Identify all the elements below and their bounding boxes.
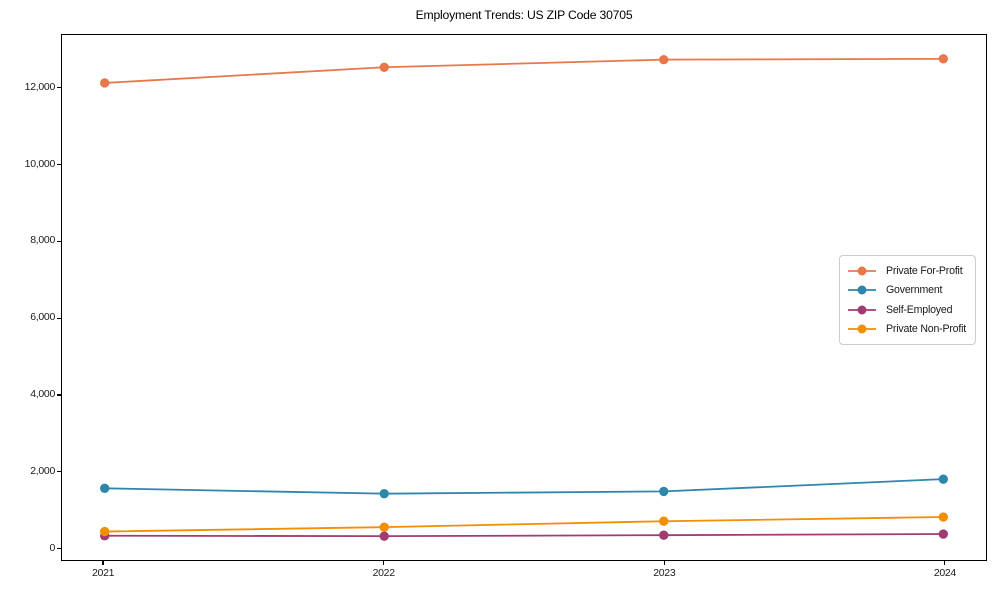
x-tick-mark	[663, 561, 665, 565]
data-point-marker	[659, 54, 669, 65]
x-tick-label: 2023	[653, 567, 676, 579]
legend-item-label: Private For-Profit	[886, 264, 963, 277]
y-tick-mark	[57, 164, 61, 166]
data-point-marker	[100, 483, 110, 494]
y-tick-mark	[57, 394, 61, 396]
data-point-marker	[379, 522, 389, 532]
y-tick-mark	[57, 240, 61, 243]
y-tick-label: 2,000	[30, 464, 55, 477]
legend-line-marker-icon	[848, 266, 876, 276]
chart-canvas	[100, 54, 948, 541]
y-tick-mark	[57, 471, 61, 473]
data-point-marker	[379, 531, 389, 541]
legend-item: Private For-Profit	[847, 261, 966, 281]
legend-item: Government	[847, 281, 966, 301]
data-point-marker	[938, 54, 948, 64]
x-tick-label: 2021	[91, 567, 115, 579]
y-tick-label: 4,000	[30, 388, 55, 400]
data-point-marker	[659, 516, 669, 526]
series-line	[104, 516, 944, 533]
legend-item-label: Government	[886, 284, 943, 297]
x-tick-mark	[102, 561, 104, 565]
y-tick-label: 6,000	[30, 311, 55, 324]
data-point-marker	[938, 529, 948, 539]
series-line	[104, 57, 944, 84]
y-tick-label: 12,000	[24, 80, 56, 93]
y-tick-label: 0	[49, 541, 55, 554]
y-tick-mark	[57, 547, 61, 550]
legend-item-label: Self-Employed	[886, 303, 953, 316]
x-tick-label: 2024	[933, 567, 956, 579]
legend-item-label: Private Non-Profit	[886, 323, 967, 336]
data-point-marker	[659, 486, 669, 497]
x-tick-mark	[383, 561, 385, 565]
data-point-marker	[100, 526, 110, 537]
data-point-marker	[659, 530, 669, 540]
data-point-marker	[379, 489, 389, 499]
series-line	[104, 478, 944, 495]
y-tick-mark	[57, 317, 61, 319]
legend: Private For-Profit Government Self-Employe…	[839, 255, 977, 345]
legend-item: Private Non-Profit	[847, 320, 966, 340]
legend-line-marker-icon	[848, 324, 876, 334]
chart-title: Employment Trends: US ZIP Code 30705	[415, 8, 633, 22]
data-point-marker	[379, 62, 389, 72]
series-line	[104, 533, 944, 538]
y-tick-label: 10,000	[24, 157, 56, 170]
legend-line-marker-icon	[848, 285, 876, 295]
y-tick-mark	[57, 87, 61, 89]
plot-area: Private For-Profit Government Self-Employe…	[61, 34, 987, 561]
x-tick-mark	[944, 561, 946, 565]
x-tick-label: 2022	[372, 567, 395, 579]
legend-item: Self-Employed	[847, 300, 966, 320]
data-point-marker	[938, 512, 948, 522]
data-point-marker	[938, 474, 948, 484]
legend-line-marker-icon	[848, 305, 876, 315]
data-point-marker	[100, 78, 110, 88]
y-tick-label: 8,000	[30, 234, 55, 247]
